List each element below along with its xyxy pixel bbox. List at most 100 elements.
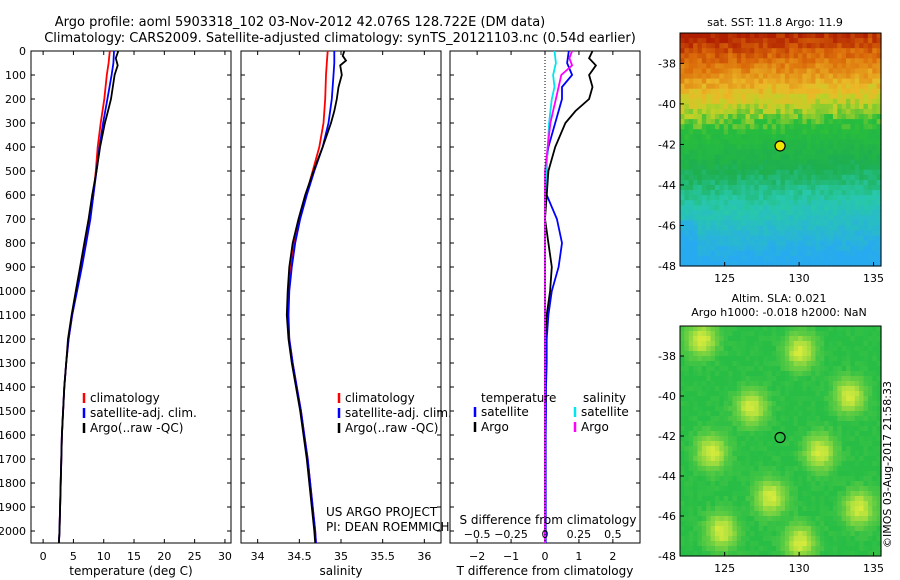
- map-cell: [763, 103, 768, 110]
- map-cell: [776, 381, 782, 387]
- map-cell: [811, 506, 817, 512]
- map-cell: [806, 391, 812, 397]
- map-cell: [714, 481, 720, 487]
- map-cell: [719, 401, 725, 407]
- map-cell: [763, 516, 768, 522]
- map-cell: [802, 88, 808, 95]
- s-tick-label: 0.25: [567, 528, 592, 541]
- map-cell: [846, 210, 852, 216]
- map-cell: [688, 159, 694, 166]
- map-cell: [736, 326, 742, 332]
- map-cell: [767, 386, 773, 392]
- map-cell: [863, 240, 869, 247]
- map-cell: [859, 38, 865, 44]
- map-cell: [789, 366, 795, 372]
- map-cell: [859, 255, 865, 262]
- map-cell: [719, 83, 725, 90]
- map-cell: [776, 386, 782, 392]
- map-cell: [797, 33, 803, 39]
- map-cell: [784, 471, 790, 477]
- map-cell: [811, 164, 817, 171]
- map-cell: [728, 481, 734, 487]
- map-cell: [819, 83, 825, 90]
- map-cell: [749, 195, 755, 201]
- map-cell: [688, 466, 694, 472]
- map-cell: [710, 88, 716, 95]
- map-cell: [723, 351, 729, 357]
- map-cell: [802, 391, 808, 397]
- map-cell: [784, 78, 790, 85]
- map-cell: [776, 411, 782, 417]
- map-cell: [846, 250, 852, 257]
- map-cell: [754, 381, 760, 387]
- map-cell: [754, 366, 760, 372]
- map-cell: [749, 93, 755, 100]
- map-cell: [701, 541, 707, 547]
- map-cell: [767, 361, 773, 367]
- map-cell: [846, 235, 852, 242]
- map-cell: [828, 361, 834, 367]
- map-cell: [732, 179, 738, 186]
- y-tick-label: 2000: [0, 525, 26, 538]
- y-tick-label: 1300: [0, 357, 26, 370]
- map-cell: [767, 190, 773, 196]
- map-cell: [867, 461, 873, 467]
- map-cell: [684, 200, 690, 206]
- map-cell: [693, 53, 699, 59]
- map-cell: [837, 406, 843, 412]
- map-cell: [741, 63, 747, 70]
- map-cell: [867, 366, 873, 372]
- map-cell: [859, 411, 865, 417]
- map-cell: [754, 496, 760, 502]
- map-cell: [697, 491, 703, 497]
- map-cell: [841, 406, 847, 412]
- map-cell: [841, 366, 847, 372]
- map-cell: [745, 516, 751, 522]
- map-cell: [767, 471, 773, 477]
- map-cell: [784, 38, 790, 44]
- map-cell: [819, 103, 825, 110]
- map-cell: [728, 63, 734, 70]
- map-cell: [872, 179, 878, 186]
- map-cell: [693, 471, 699, 477]
- map-cell: [741, 411, 747, 417]
- map-cell: [767, 456, 773, 462]
- map-cell: [863, 411, 869, 417]
- map-cell: [784, 245, 790, 252]
- map-cell: [832, 78, 838, 85]
- map-cell: [841, 456, 847, 462]
- map-cell: [693, 38, 699, 44]
- map-cell: [828, 98, 834, 105]
- map-cell: [697, 351, 703, 357]
- map-cell: [846, 411, 852, 417]
- map-cell: [876, 149, 882, 156]
- map-cell: [710, 119, 716, 125]
- map-cell: [684, 210, 690, 216]
- map-cell: [710, 526, 716, 532]
- map-cell: [763, 250, 768, 257]
- map-cell: [736, 376, 742, 382]
- map-cell: [749, 154, 755, 161]
- map-cell: [754, 98, 760, 105]
- map-cell: [863, 43, 869, 49]
- map-cell: [780, 361, 786, 367]
- map-cell: [767, 541, 773, 547]
- map-cell: [850, 184, 856, 191]
- map-cell: [806, 456, 812, 462]
- map-cell: [745, 83, 751, 90]
- map-cell: [806, 220, 812, 227]
- map-cell: [784, 521, 790, 527]
- map-cell: [780, 255, 786, 262]
- map-cell: [806, 78, 812, 85]
- map-cell: [771, 356, 777, 362]
- map-cell: [688, 551, 694, 557]
- map-cell: [863, 486, 869, 492]
- map-cell: [793, 451, 799, 457]
- map-cell: [693, 411, 699, 417]
- map-cell: [745, 260, 751, 267]
- map-cell: [837, 179, 843, 186]
- map-cell: [688, 43, 694, 49]
- map-cell: [771, 531, 777, 537]
- map-cell: [841, 103, 847, 110]
- map-cell: [684, 426, 690, 432]
